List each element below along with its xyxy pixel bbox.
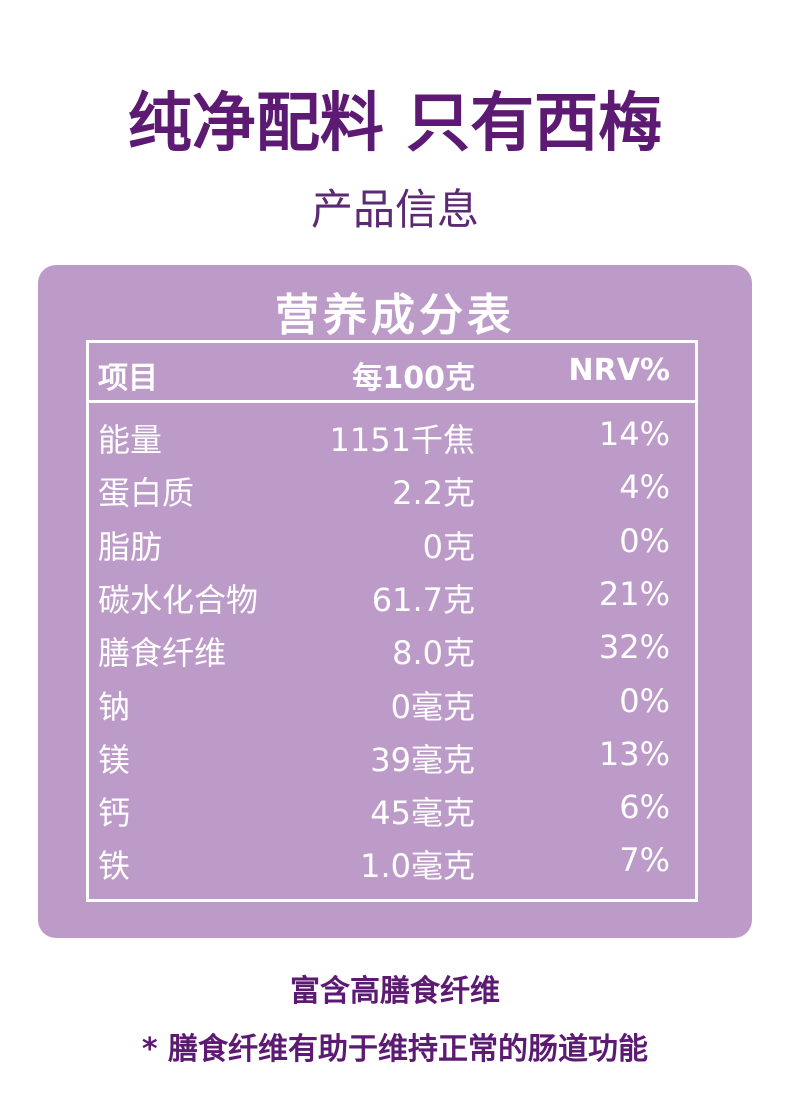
nutrient-name: 碳水化合物 <box>98 580 259 619</box>
nutrient-name: 蛋白质 <box>98 474 195 513</box>
nrv-percent: 0% <box>619 681 670 720</box>
header-divider <box>89 400 695 403</box>
nutrition-panel: 营养成分表 项目 每100克 NRV% 能量 1151千焦 14% 蛋白质 2.2克 4% 脂肪 0… <box>38 265 752 938</box>
nrv-percent: 32% <box>598 628 670 667</box>
amount-per-100g: 2.2克 <box>392 474 475 513</box>
amount-per-100g: 8.0克 <box>392 634 475 673</box>
nrv-percent: 6% <box>619 788 670 827</box>
amount-per-100g: 1.0毫克 <box>360 847 475 886</box>
nutrient-name: 脂肪 <box>98 527 163 566</box>
nutrient-name: 铁 <box>98 847 131 886</box>
nrv-percent: 7% <box>619 841 670 880</box>
nrv-percent: 4% <box>619 468 670 507</box>
footer-line: * 膳食纤维有助于维持正常的肠道功能 <box>141 1032 649 1067</box>
nrv-percent: 0% <box>619 521 670 560</box>
nrv-percent: 21% <box>598 574 670 613</box>
nutrient-name: 膳食纤维 <box>98 634 227 673</box>
subtitle: 产品信息 <box>310 185 479 234</box>
amount-per-100g: 45毫克 <box>370 794 475 833</box>
table-frame: 项目 每100克 NRV% 能量 1151千焦 14% 蛋白质 2.2克 4% 脂肪 0克 0% 碳水化… <box>86 340 698 902</box>
nrv-percent: 13% <box>598 734 670 773</box>
nutrient-name: 镁 <box>98 740 131 779</box>
amount-per-100g: 0克 <box>422 527 475 566</box>
nrv-percent: 14% <box>598 415 670 453</box>
nutrient-name: 钙 <box>98 794 131 833</box>
column-header: NRV% <box>568 353 670 388</box>
nutrient-name: 能量 <box>98 421 163 459</box>
footer-line: 富含高膳食纤维 <box>290 974 500 1009</box>
nutrient-name: 钠 <box>98 687 131 726</box>
title: 纯净配料 只有西梅 <box>127 87 663 161</box>
table-title: 营养成分表 <box>275 290 515 341</box>
column-header: 每100克 <box>352 361 475 396</box>
column-header: 项目 <box>98 361 158 396</box>
amount-per-100g: 1151千焦 <box>329 421 475 459</box>
amount-per-100g: 39毫克 <box>370 740 475 779</box>
amount-per-100g: 0毫克 <box>390 687 475 726</box>
amount-per-100g: 61.7克 <box>371 580 475 619</box>
